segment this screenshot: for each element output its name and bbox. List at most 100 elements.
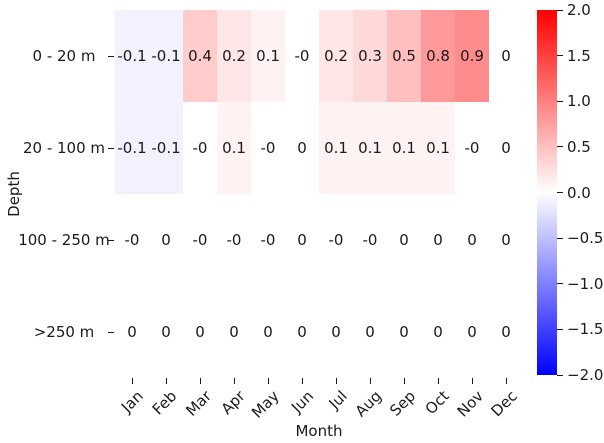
cell-value: -0.1	[151, 46, 181, 65]
x-tick-label: Oct	[421, 387, 453, 419]
cell-value: 0	[127, 322, 137, 341]
cell-value: 0	[195, 322, 205, 341]
heatmap-cell: 0	[455, 286, 489, 378]
cell-value: 0	[501, 46, 511, 65]
heatmap-grid: -0.1 -0.1 0.4 0.2 0.1 -0 0.2 0.3 0.5 0.8 0.9 0 -0.1-…	[115, 10, 523, 378]
x-tick-mark	[335, 378, 337, 384]
heatmap-cell: -0	[183, 194, 217, 286]
y-tick-mark	[108, 331, 114, 333]
heatmap-cell: 0	[285, 102, 319, 194]
heatmap-cell: 0	[387, 286, 421, 378]
heatmap-cell: 0	[489, 286, 523, 378]
cell-value: 0.1	[222, 138, 246, 157]
cell-value: 0	[229, 322, 239, 341]
colorbar-tick-mark	[557, 9, 563, 11]
heatmap-cell: 0.2	[217, 10, 251, 102]
colorbar-tick-label: 1.5	[567, 46, 591, 65]
x-tick-mark	[471, 378, 473, 384]
heatmap-cell: 0	[421, 194, 455, 286]
cell-value: 0	[433, 322, 443, 341]
cell-value: 0.1	[426, 138, 450, 157]
x-tick-label: Jun	[287, 387, 317, 417]
cell-value: 0	[501, 138, 511, 157]
heatmap-cell: 0	[183, 286, 217, 378]
x-tick-label: Apr	[217, 387, 249, 419]
heatmap-cell: -0	[183, 102, 217, 194]
heatmap-cell: -0	[353, 194, 387, 286]
x-tick-mark	[301, 378, 303, 384]
x-tick-mark	[199, 378, 201, 384]
x-tick-label: Feb	[149, 387, 181, 419]
x-tick-label: Jul	[325, 387, 351, 413]
heatmap-cell: 0	[149, 286, 183, 378]
heatmap-cell: -0	[251, 102, 285, 194]
heatmap-cell: 0	[149, 194, 183, 286]
cell-value: 0	[161, 322, 171, 341]
cell-value: 0	[297, 322, 307, 341]
heatmap-cell: 0.1	[353, 102, 387, 194]
colorbar-tick-mark	[557, 237, 563, 239]
x-tick-label: Dec	[487, 387, 521, 421]
cell-value: 0.2	[222, 46, 246, 65]
cell-value: 0	[501, 230, 511, 249]
x-axis-label: Month	[295, 422, 343, 440]
y-tick-mark	[108, 55, 114, 57]
heatmap-cell: 0.1	[421, 102, 455, 194]
colorbar-tick-mark	[557, 192, 563, 193]
cell-value: 0	[399, 230, 409, 249]
heatmap-cell: 0	[285, 286, 319, 378]
cell-value: -0	[226, 230, 242, 249]
colorbar-tick-mark	[557, 374, 563, 376]
heatmap-cell: 0	[489, 102, 523, 194]
x-tick-mark	[233, 378, 235, 384]
heatmap-cell: 0.1	[251, 10, 285, 102]
cell-value: 0	[297, 230, 307, 249]
x-tick-mark	[369, 378, 371, 384]
y-tick-label: >250 m	[33, 323, 95, 341]
y-tick-label: 100 - 250 m	[18, 231, 110, 249]
x-tick-label: Jan	[117, 387, 147, 417]
heatmap-cell: 0	[115, 286, 149, 378]
cell-value: 0	[467, 230, 477, 249]
x-tick-mark	[267, 378, 269, 384]
colorbar-tick-label: −1.5	[567, 320, 604, 339]
colorbar-tick-mark	[557, 283, 563, 285]
heatmap-cell: -0.1	[115, 10, 149, 102]
colorbar-gradient	[537, 10, 557, 375]
heatmap-cell: 0.3	[353, 10, 387, 102]
cell-value: 0	[467, 322, 477, 341]
cell-value: 0	[399, 322, 409, 341]
cell-value: 0.1	[324, 138, 348, 157]
y-tick-mark	[108, 147, 114, 149]
cell-value: 0.1	[256, 46, 280, 65]
colorbar-tick-label: −2.0	[567, 366, 604, 384]
heatmap-cell: -0	[251, 194, 285, 286]
x-tick-label: Nov	[453, 387, 487, 421]
cell-value: -0	[294, 46, 310, 65]
heatmap-cell: -0	[455, 102, 489, 194]
heatmap-cell: 0	[319, 286, 353, 378]
x-tick-mark	[437, 378, 439, 384]
cell-value: -0.1	[151, 138, 181, 157]
cell-value: 0.4	[188, 46, 212, 65]
heatmap-cell: 0	[387, 194, 421, 286]
colorbar-tick-mark	[557, 100, 563, 102]
x-tick-mark	[165, 378, 167, 384]
x-tick-label: Aug	[351, 387, 385, 421]
heatmap-cell: 0	[489, 194, 523, 286]
x-tick-mark	[131, 378, 133, 384]
heatmap-cell: 0	[251, 286, 285, 378]
heatmap-cell: 0	[285, 194, 319, 286]
cell-value: -0	[192, 138, 208, 157]
colorbar-tick-mark	[557, 328, 563, 330]
cell-value: -0	[124, 230, 140, 249]
heatmap-cell: -0.1	[115, 102, 149, 194]
y-tick-label: 0 - 20 m	[32, 47, 96, 65]
cell-value: -0.1	[117, 138, 147, 157]
heatmap-cell: 0.9	[455, 10, 489, 102]
x-tick-mark	[505, 378, 507, 384]
y-tick-mark	[108, 239, 114, 241]
colorbar-tick-mark	[557, 146, 563, 148]
cell-value: -0	[328, 230, 344, 249]
